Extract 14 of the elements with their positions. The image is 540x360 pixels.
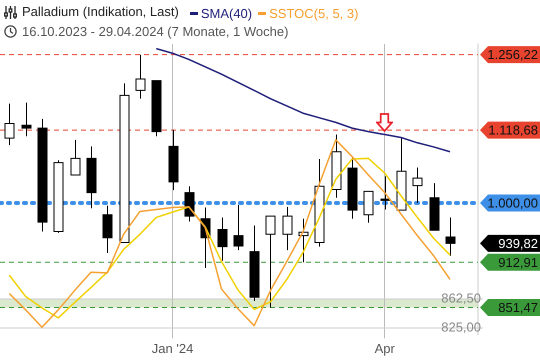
ref-line-label: 912,91: [498, 254, 538, 270]
y-tick-label: 862,50: [441, 290, 481, 306]
chart-subtitle: 16.10.2023 - 29.04.2024 (7 Monate, 1 Woche): [22, 22, 288, 40]
y-tick-label: 825,00: [441, 320, 481, 335]
legend-label: SSTOC(5, 5, 3): [269, 4, 358, 22]
ref-line-label: 1.118,68: [488, 122, 538, 138]
ref-line-label: 1.256,22: [487, 47, 538, 62]
text: 939,82: [498, 236, 538, 251]
legend-label: SMA(40): [200, 4, 252, 22]
x-tick-label: Jan '24: [152, 340, 194, 356]
ref-line-label: 851,47: [498, 300, 538, 316]
x-tick-label: Apr: [374, 340, 396, 356]
ref-line-label: 1.000,00: [487, 196, 538, 211]
chart-title: Palladium (Indikation, Last): [22, 3, 179, 22]
